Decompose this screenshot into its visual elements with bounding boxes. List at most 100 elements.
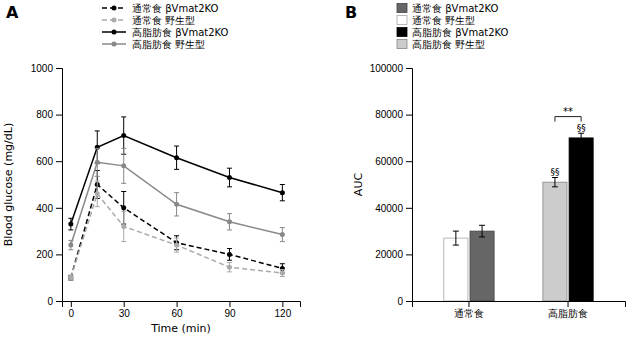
y-tick-mark <box>56 301 62 302</box>
plot-area <box>444 133 593 301</box>
legend-item: 高脂肪食 野生型 <box>397 39 485 50</box>
y-tick: 400 <box>36 203 62 214</box>
line <box>71 162 283 245</box>
y-tick-label: 100000 <box>370 63 404 74</box>
legend-label: 高脂肪食 βVmat2KO <box>412 27 509 38</box>
y-tick: 800 <box>36 109 62 120</box>
legend-label: 通常食 野生型 <box>412 15 475 26</box>
bar <box>543 182 567 301</box>
y-tick-label: 0 <box>397 296 403 307</box>
y-tick: 80000 <box>375 109 412 120</box>
y-tick-mark <box>406 208 412 209</box>
y-tick-mark <box>406 254 412 255</box>
panel-title: B <box>345 3 357 22</box>
x-axis-line <box>413 302 626 308</box>
annotation: §§ <box>550 167 560 177</box>
bar <box>444 238 468 301</box>
error-bar <box>174 146 179 169</box>
legend-swatch <box>397 16 407 25</box>
y-tick-label: 20000 <box>375 249 403 260</box>
legend-marker <box>112 18 117 23</box>
x-tick-mark <box>71 301 72 307</box>
significance-bracket <box>555 117 581 122</box>
panel: 02004006008001000Blood glucose (mg/dL)03… <box>2 3 301 336</box>
x-tick-label: 高脂肪食 <box>548 308 588 319</box>
error-bar <box>121 211 126 241</box>
series <box>68 171 285 281</box>
x-tick-label: 120 <box>275 308 292 319</box>
legend-marker <box>112 6 117 11</box>
point <box>121 205 126 210</box>
x-tick-mark <box>177 301 178 307</box>
y-axis-title: Blood glucose (mg/dL) <box>2 123 15 246</box>
point <box>68 243 73 248</box>
x-tick: 120 <box>275 301 292 319</box>
y-tick-label: 40000 <box>375 203 403 214</box>
annotation: §§ <box>577 123 587 133</box>
error-bar <box>227 168 232 187</box>
y-tick-mark <box>56 161 62 162</box>
x-tick-mark <box>229 301 230 307</box>
x-tick: 高脂肪食 <box>548 301 588 319</box>
y-tick: 1000 <box>31 63 62 74</box>
error-bar <box>121 148 126 183</box>
error-bar <box>280 270 285 277</box>
panel: 020000400006000080000100000AUC通常食高脂肪食B§§… <box>345 3 626 320</box>
point <box>121 163 126 168</box>
legend-item: 通常食 βVmat2KO <box>102 3 219 14</box>
legend-item: 通常食 βVmat2KO <box>397 3 499 14</box>
y-tick-label: 200 <box>36 249 53 260</box>
y-tick-mark <box>406 115 412 116</box>
line <box>71 136 283 225</box>
x-tick-mark <box>124 301 125 307</box>
error-bar <box>453 231 459 245</box>
x-tick: 90 <box>224 301 236 319</box>
chart-root: 0 200 400 600 800 1000 Blood glucose (mg/dL) 0 3… <box>0 0 640 339</box>
series <box>68 117 285 230</box>
series <box>68 148 285 249</box>
error-bar <box>68 218 73 230</box>
error-bar <box>479 225 485 237</box>
y-tick: 600 <box>36 156 62 167</box>
y-tick: 0 <box>397 296 412 307</box>
legend-swatch <box>397 28 407 37</box>
legend-item: 通常食 野生型 <box>397 15 475 26</box>
legend-item: 高脂肪食 βVmat2KO <box>102 27 229 38</box>
y-tick-mark <box>56 208 62 209</box>
point <box>280 232 285 237</box>
x-tick: 60 <box>172 301 184 319</box>
error-bar <box>95 181 100 207</box>
y-axis-line <box>406 69 413 302</box>
error-bar <box>578 133 584 142</box>
legend-swatch <box>397 40 407 49</box>
legend-label: 高脂肪食 野生型 <box>132 39 205 50</box>
x-axis-line <box>63 302 301 308</box>
point <box>95 191 100 196</box>
point <box>174 202 179 207</box>
legend-item: 高脂肪食 βVmat2KO <box>397 27 509 38</box>
y-tick: 40000 <box>375 203 412 214</box>
point <box>280 271 285 276</box>
x-tick-label: 30 <box>119 308 131 319</box>
x-tick-label: 60 <box>172 308 184 319</box>
x-tick: 0 <box>69 301 75 319</box>
legend-marker <box>112 42 117 47</box>
legend-label: 通常食 野生型 <box>132 15 195 26</box>
line <box>71 194 283 278</box>
bar <box>470 231 494 301</box>
x-axis: 通常食高脂肪食 <box>413 301 626 319</box>
point <box>227 265 232 270</box>
point <box>68 275 73 280</box>
y-tick-mark <box>406 161 412 162</box>
panel-title: A <box>6 3 19 22</box>
y-tick: 60000 <box>375 156 412 167</box>
legend: 通常食 βVmat2KO通常食 野生型高脂肪食 βVmat2KO高脂肪食 野生型 <box>102 3 229 50</box>
error-bar <box>227 263 232 272</box>
point <box>174 155 179 160</box>
error-bar <box>280 228 285 242</box>
legend-label: 高脂肪食 βVmat2KO <box>132 27 229 38</box>
error-bar <box>280 185 285 201</box>
x-axis-title: Time (min) <box>150 322 211 335</box>
x-tick: 30 <box>119 301 131 319</box>
legend-item: 通常食 野生型 <box>102 15 195 26</box>
